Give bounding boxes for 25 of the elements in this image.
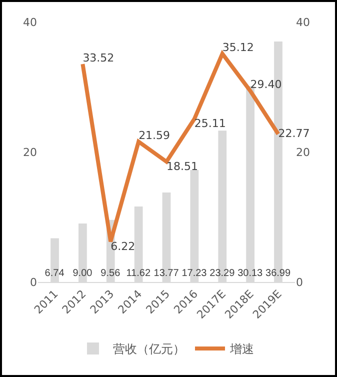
data-label: 6.74 [44,268,65,279]
data-label: 17.23 [182,268,208,279]
data-label: 9.00 [72,268,93,279]
data-label: 9.56 [100,268,121,279]
data-label: 18.51 [166,160,198,173]
data-label: 33.52 [82,51,114,64]
data-label: 6.22 [110,240,136,253]
legend-label: 营收（亿元） [113,342,185,356]
y2-tick-label: 40 [296,16,310,29]
data-label: 29.40 [250,78,282,92]
data-label: 25.11 [194,117,226,130]
legend-label: 增速 [229,342,254,356]
data-label: 30.13 [238,268,264,279]
y2-tick-label: 0 [296,276,303,289]
data-label: 13.77 [154,268,180,279]
data-label: 23.29 [210,268,236,279]
y2-tick-label: 20 [296,146,310,159]
y-tick-label: 0 [30,276,37,289]
y-tick-label: 20 [23,146,37,159]
data-label: 11.62 [126,268,151,279]
data-label: 36.99 [266,268,291,279]
data-label: 22.77 [278,126,310,140]
data-label: 21.59 [138,128,170,142]
y-tick-label: 40 [23,16,37,29]
data-label: 35.12 [222,40,254,54]
